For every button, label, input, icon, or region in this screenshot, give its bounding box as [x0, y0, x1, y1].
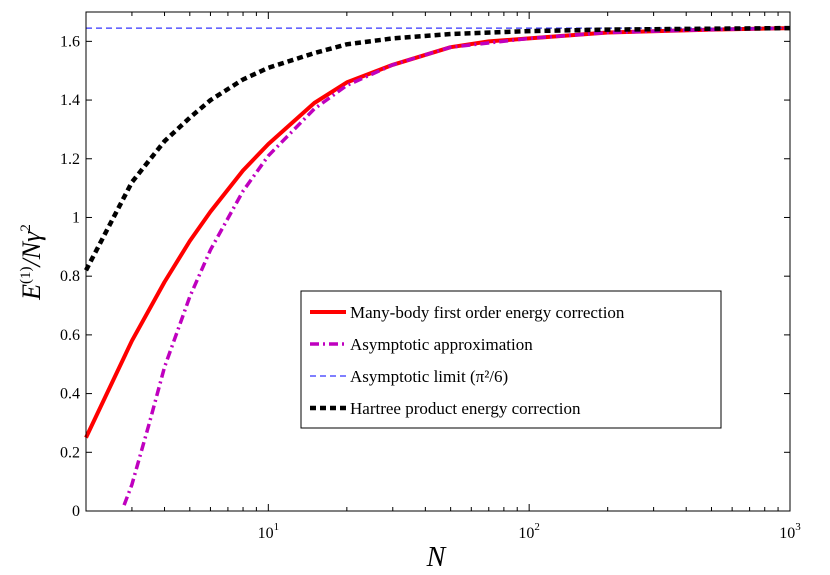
y-tick-label: 0.6 — [60, 327, 80, 344]
legend-label-2: Asymptotic approximation — [350, 335, 533, 354]
legend-label-3: Asymptotic limit (π²/6) — [350, 367, 508, 386]
legend: Many-body first order energy correction A… — [300, 290, 722, 429]
legend-items: Many-body first order energy correction A… — [310, 303, 625, 418]
x-tick-label: 103 — [779, 521, 801, 542]
y-tick-label: 0.4 — [60, 386, 80, 403]
y-axis-label-main: E — [17, 284, 46, 301]
x-tick-label: 101 — [258, 521, 280, 542]
ticks-layer — [85, 12, 790, 512]
y-tick-label: 0.2 — [60, 444, 80, 461]
series-line-1 — [84, 26, 791, 439]
series-line-4 — [84, 25, 791, 272]
series-layer — [84, 25, 791, 506]
legend-box — [300, 290, 722, 429]
x-tick-label: 102 — [518, 521, 540, 542]
y-tick-label: 1.2 — [60, 151, 80, 168]
series-line-2 — [122, 26, 791, 506]
y-tick-label: 1.4 — [60, 92, 80, 109]
y-tick-label: 1 — [72, 209, 80, 226]
y-axis-label-sup2: 2 — [18, 224, 34, 232]
plot-frame — [85, 11, 791, 512]
x-axis-label: N — [426, 542, 447, 573]
y-axis-label: E(1)/Nγ2 — [17, 224, 46, 301]
legend-label-4: Hartree product energy correction — [350, 399, 581, 418]
y-axis-label-sup: (1) — [18, 266, 34, 284]
legend-label-1: Many-body first order energy correction — [350, 303, 625, 322]
y-tick-label: 0 — [72, 503, 80, 520]
y-tick-label: 0.8 — [60, 268, 80, 285]
tick-labels-layer: 0 0.2 0.4 0.6 0.8 1 1.2 1.4 1.6 101 102 103 — [60, 33, 801, 542]
plot-background — [86, 12, 790, 511]
y-tick-label: 1.6 — [60, 33, 80, 50]
y-axis-label-rest: /Nγ — [17, 231, 46, 269]
